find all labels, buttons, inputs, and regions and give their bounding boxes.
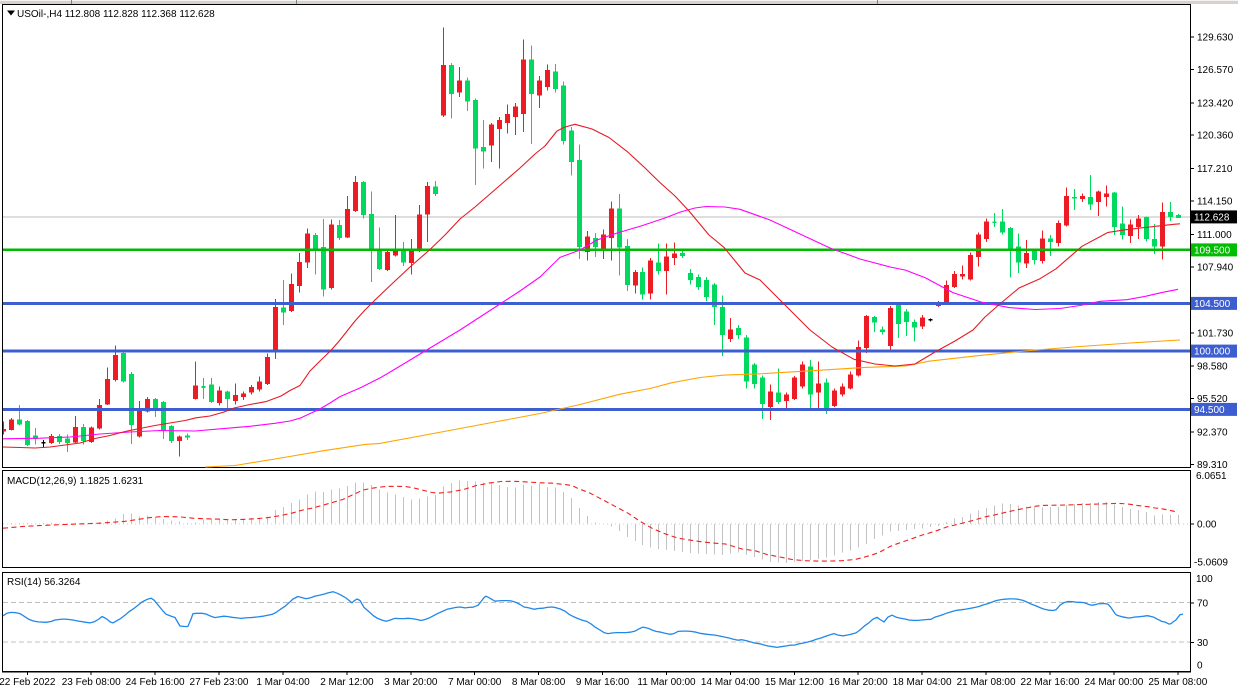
svg-text:23 Feb 08:00: 23 Feb 08:00	[62, 677, 121, 688]
svg-text:114.150: 114.150	[1197, 197, 1233, 208]
svg-text:24 Feb 16:00: 24 Feb 16:00	[126, 677, 185, 688]
svg-text:MACD(12,26,9) 1.1825 1.6231: MACD(12,26,9) 1.1825 1.6231	[7, 476, 144, 487]
svg-text:112.628: 112.628	[1194, 212, 1230, 223]
svg-text:3 Mar 20:00: 3 Mar 20:00	[384, 677, 438, 688]
svg-text:7 Mar 00:00: 7 Mar 00:00	[448, 677, 502, 688]
svg-text:22 Mar 16:00: 22 Mar 16:00	[1021, 677, 1080, 688]
svg-text:2 Mar 12:00: 2 Mar 12:00	[320, 677, 374, 688]
svg-text:129.630: 129.630	[1197, 33, 1234, 44]
svg-text:1 Mar 04:00: 1 Mar 04:00	[256, 677, 310, 688]
svg-text:123.420: 123.420	[1197, 98, 1234, 109]
svg-text:30: 30	[1197, 638, 1209, 649]
svg-text:-5.0609: -5.0609	[1194, 557, 1228, 568]
svg-text:70: 70	[1197, 598, 1209, 609]
svg-text:104.500: 104.500	[1194, 299, 1231, 310]
svg-text:16 Mar 20:00: 16 Mar 20:00	[829, 677, 888, 688]
svg-text:6.0651: 6.0651	[1196, 471, 1227, 482]
svg-text:111.000: 111.000	[1197, 230, 1232, 241]
svg-text:18 Mar 04:00: 18 Mar 04:00	[893, 677, 952, 688]
svg-text:15 Mar 12:00: 15 Mar 12:00	[765, 677, 824, 688]
svg-text:120.360: 120.360	[1197, 131, 1234, 142]
svg-text:21 Mar 08:00: 21 Mar 08:00	[957, 677, 1016, 688]
svg-text:126.570: 126.570	[1197, 65, 1234, 76]
svg-text:107.940: 107.940	[1197, 262, 1234, 273]
svg-text:11 Mar 00:00: 11 Mar 00:00	[637, 677, 696, 688]
svg-text:92.370: 92.370	[1197, 428, 1228, 439]
svg-text:USOil-,H4 112.808 112.828 112: USOil-,H4 112.808 112.828 112.368 112.62…	[17, 9, 215, 20]
svg-text:25 Mar 08:00: 25 Mar 08:00	[1148, 677, 1207, 688]
svg-text:100.000: 100.000	[1194, 347, 1231, 358]
svg-text:9 Mar 16:00: 9 Mar 16:00	[576, 677, 630, 688]
svg-text:95.520: 95.520	[1197, 394, 1228, 405]
svg-text:14 Mar 04:00: 14 Mar 04:00	[701, 677, 760, 688]
svg-text:98.580: 98.580	[1197, 362, 1228, 373]
svg-text:117.210: 117.210	[1197, 164, 1233, 175]
svg-text:0.00: 0.00	[1197, 519, 1217, 530]
svg-text:24 Mar 00:00: 24 Mar 00:00	[1084, 677, 1143, 688]
svg-text:109.500: 109.500	[1194, 245, 1231, 256]
svg-text:94.500: 94.500	[1194, 405, 1225, 416]
svg-text:27 Feb 23:00: 27 Feb 23:00	[190, 677, 249, 688]
svg-text:8 Mar 08:00: 8 Mar 08:00	[512, 677, 566, 688]
svg-text:100: 100	[1196, 574, 1213, 585]
svg-text:22 Feb 2022: 22 Feb 2022	[0, 677, 56, 688]
svg-text:RSI(14) 56.3264: RSI(14) 56.3264	[7, 577, 81, 588]
svg-text:0: 0	[1197, 660, 1203, 671]
svg-text:89.310: 89.310	[1197, 460, 1228, 471]
svg-text:101.730: 101.730	[1197, 328, 1234, 339]
